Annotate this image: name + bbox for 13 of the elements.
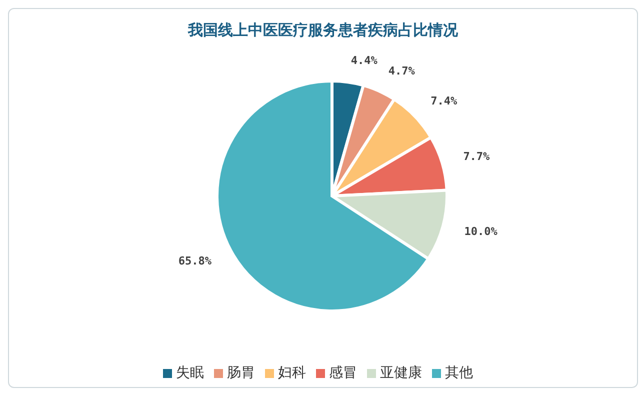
legend-label: 其他 xyxy=(445,365,473,381)
data-label: 4.7% xyxy=(388,64,416,78)
chart-title: 我国线上中医医疗服务患者疾病占比情况 xyxy=(187,21,459,39)
legend-label: 失眠 xyxy=(176,365,204,381)
legend-label: 妇科 xyxy=(278,365,306,381)
legend-label: 肠胃 xyxy=(227,365,255,381)
legend-label: 亚健康 xyxy=(380,365,422,381)
data-label: 65.8% xyxy=(178,254,212,268)
data-label: 7.7% xyxy=(463,150,490,164)
legend-label: 感冒 xyxy=(329,365,357,381)
data-label: 4.4% xyxy=(350,54,378,67)
data-label: 10.0% xyxy=(464,225,498,238)
data-label: 7.4% xyxy=(430,94,458,108)
